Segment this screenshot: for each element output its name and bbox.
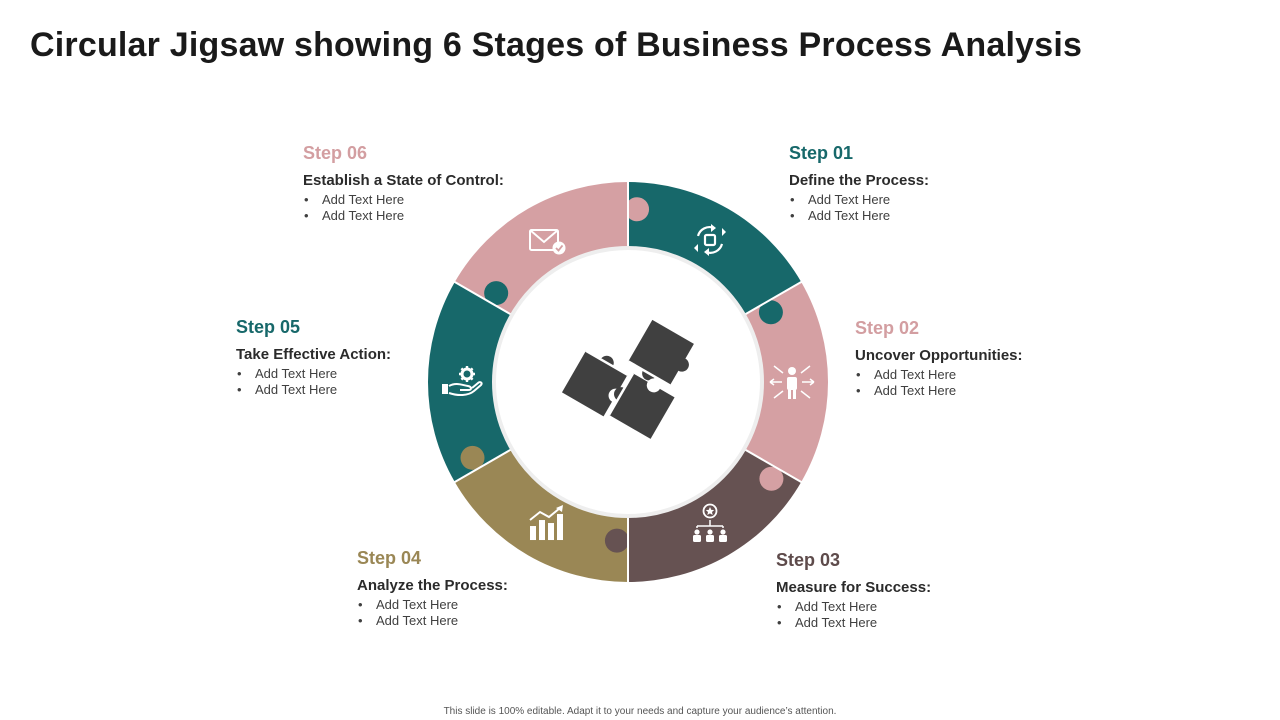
- step-03-subtitle: Measure for Success:: [776, 579, 932, 596]
- step-06-subtitle: Establish a State of Control:: [303, 172, 504, 189]
- ring-segment-step-05: [427, 282, 518, 482]
- envelope-check-icon: [529, 228, 566, 255]
- step-04-subtitle: Analyze the Process:: [357, 577, 508, 594]
- team-star-icon: [693, 503, 727, 543]
- ring-segment-step-04: [454, 446, 628, 582]
- step-05-bullet-2: Add Text Here: [236, 382, 391, 398]
- slide-title: Circular Jigsaw showing 6 Stages of Busi…: [30, 26, 1083, 64]
- step-04-bullets: Add Text Here Add Text Here: [357, 597, 508, 629]
- center-puzzle-icon: [561, 319, 694, 439]
- step-01-bullet-2: Add Text Here: [789, 208, 929, 224]
- step-02-subtitle: Uncover Opportunities:: [855, 347, 1023, 364]
- step-03-bullet-1: Add Text Here: [776, 599, 931, 615]
- hand-gear-icon: [442, 366, 483, 397]
- step-03-bullets: Add Text Here Add Text Here: [776, 599, 931, 631]
- segment-divider: [736, 280, 804, 320]
- footer-note: This slide is 100% editable. Adapt it to…: [443, 706, 837, 717]
- step-05-bullet-1: Add Text Here: [236, 366, 391, 382]
- step-05-subtitle: Take Effective Action:: [236, 346, 392, 363]
- step-01-heading: Step 01: [789, 143, 854, 163]
- segment-divider: [452, 444, 520, 484]
- puzzle-knob: [604, 528, 629, 553]
- step-02-heading: Step 02: [855, 318, 920, 338]
- ring-segment-step-01: [628, 182, 802, 318]
- step-06-block: Step 06 Establish a State of Control: Ad…: [303, 143, 504, 224]
- step-06-heading: Step 06: [303, 143, 368, 163]
- puzzle-knob: [759, 466, 784, 491]
- step-06-bullet-1: Add Text Here: [303, 192, 504, 208]
- step-06-bullet-2: Add Text Here: [303, 208, 504, 224]
- step-02-bullet-2: Add Text Here: [855, 383, 1023, 399]
- step-01-block: Step 01 Define the Process: Add Text Her…: [789, 143, 929, 224]
- person-arrows-icon: [769, 365, 815, 399]
- puzzle-knob: [484, 281, 509, 306]
- step-02-bullet-1: Add Text Here: [855, 367, 1023, 383]
- segment-divider: [736, 444, 804, 484]
- step-03-bullet-2: Add Text Here: [776, 615, 931, 631]
- step-04-bullet-2: Add Text Here: [357, 613, 508, 629]
- ring-segment-step-02: [738, 282, 829, 482]
- step-03-block: Step 03 Measure for Success: Add Text He…: [776, 550, 931, 631]
- step-01-subtitle: Define the Process:: [789, 172, 930, 189]
- process-cycle-icon: [694, 223, 726, 256]
- step-02-bullets: Add Text Here Add Text Here: [855, 367, 1023, 399]
- puzzle-knob: [625, 197, 650, 222]
- puzzle-knob: [460, 445, 485, 470]
- segment-divider: [452, 280, 520, 320]
- step-05-bullets: Add Text Here Add Text Here: [236, 366, 391, 398]
- step-04-block: Step 04 Analyze the Process: Add Text He…: [357, 548, 508, 629]
- step-05-block: Step 05 Take Effective Action: Add Text …: [236, 317, 391, 398]
- puzzle-knob: [758, 300, 783, 325]
- step-05-heading: Step 05: [236, 317, 301, 337]
- step-04-heading: Step 04: [357, 548, 422, 568]
- ring-segment-step-03: [628, 446, 802, 582]
- step-01-bullet-1: Add Text Here: [789, 192, 929, 208]
- step-03-heading: Step 03: [776, 550, 841, 570]
- step-06-bullets: Add Text Here Add Text Here: [303, 192, 504, 224]
- step-02-block: Step 02 Uncover Opportunities: Add Text …: [855, 318, 1023, 399]
- bar-chart-growth-icon: [529, 505, 563, 541]
- step-04-bullet-1: Add Text Here: [357, 597, 508, 613]
- step-01-bullets: Add Text Here Add Text Here: [789, 192, 929, 224]
